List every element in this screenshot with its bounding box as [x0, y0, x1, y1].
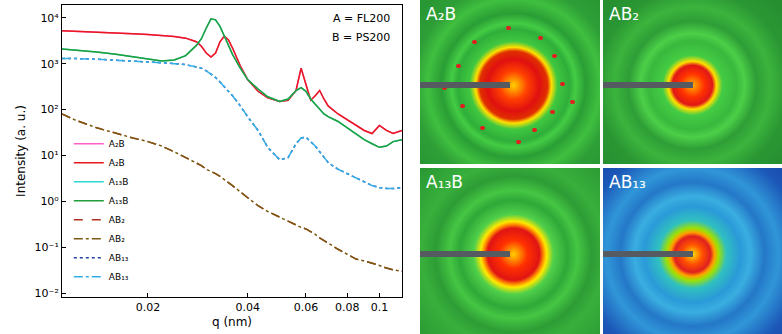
svg-text:AB₁₃: AB₁₃	[109, 272, 129, 282]
svg-text:AB₂: AB₂	[109, 215, 125, 225]
svg-text:10⁰: 10⁰	[40, 195, 59, 208]
svg-text:A = FL200: A = FL200	[333, 12, 390, 25]
svg-text:A₁₃B: A₁₃B	[109, 177, 129, 187]
svg-text:10⁻¹: 10⁻¹	[35, 241, 59, 254]
svg-text:AB₁₃: AB₁₃	[109, 253, 129, 263]
svg-text:10¹: 10¹	[40, 149, 58, 162]
html-text:A₁₃B: A₁₃B	[426, 172, 463, 192]
svg-text:Intensity (a. u.): Intensity (a. u.)	[14, 105, 28, 197]
svg-text:10²: 10²	[40, 103, 58, 116]
svg-text:B = PS200: B = PS200	[332, 31, 390, 44]
svg-text:A₁₃B: A₁₃B	[109, 196, 129, 206]
svg-text:q (nm): q (nm)	[212, 315, 252, 329]
svg-text:0.04: 0.04	[235, 301, 260, 314]
svg-text:0.08: 0.08	[335, 301, 360, 314]
svg-text:0.02: 0.02	[136, 301, 161, 314]
html-text:AB₁₃: AB₁₃	[609, 172, 646, 192]
svg-text:10⁻²: 10⁻²	[35, 287, 59, 300]
html-text:AB₂: AB₂	[609, 4, 640, 24]
svg-text:A₂B: A₂B	[109, 139, 125, 149]
html-text:A₂B: A₂B	[426, 4, 457, 24]
svg-text:10⁴: 10⁴	[40, 12, 59, 25]
svg-text:0.1: 0.1	[371, 301, 389, 314]
svg-text:10³: 10³	[40, 58, 58, 71]
svg-text:AB₂: AB₂	[109, 234, 125, 244]
svg-text:A₂B: A₂B	[109, 158, 125, 168]
svg-text:0.06: 0.06	[294, 301, 319, 314]
